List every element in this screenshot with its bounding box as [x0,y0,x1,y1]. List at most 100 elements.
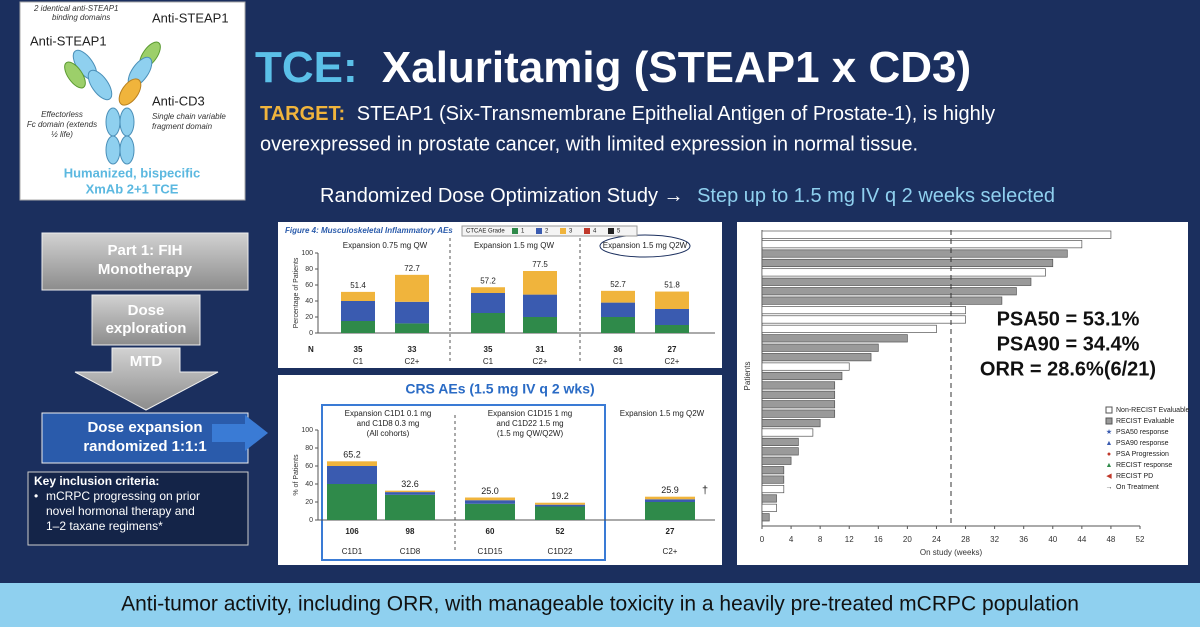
title-prefix: TCE: [255,43,358,92]
right-arrow [212,415,268,451]
x-tick-label: C1 [613,357,624,366]
y-tick-label: 80 [305,445,313,452]
study-line: Randomized Dose Optimization Study → Ste… [320,185,1055,207]
group-label: Expansion C1D15 1 mg [488,409,573,418]
chart-title: CRS AEs (1.5 mg IV q 2 wks) [405,381,594,397]
note: binding domains [52,13,110,22]
highlight-ellipse [599,234,691,258]
highlight-box [321,404,606,561]
patient-bar [761,447,799,456]
y-axis-label: Percentage of Patients [293,257,300,328]
x-tick-label: 44 [1077,535,1086,544]
patient-bar [761,390,836,399]
n-label: 35 [484,345,493,354]
y-axis-label: Patients [743,362,752,391]
total-label: 51.4 [350,281,366,290]
x-tick-label: 0 [760,535,765,544]
legend-label: Non-RECIST Evaluable [1116,407,1190,414]
legend-label: PSA Progression [1116,451,1169,458]
x-tick-label: C2+ [405,357,420,366]
y-tick-label: 40 [305,481,313,488]
legend-label: PSA50 response [1116,429,1169,436]
legend-label: RECIST Evaluable [1116,418,1174,425]
legend-swatch [1105,417,1113,425]
patient-bar [761,381,836,390]
x-tick-label: C1D22 [548,547,573,556]
patient-bar [761,466,785,475]
patient-bar [761,419,821,428]
group-label: Expansion 1.5 mg QW [474,241,554,250]
y-tick-label: 40 [305,298,313,305]
note: Single chain variable [152,112,226,121]
legend-swatch [512,228,518,234]
y-tick-label: 20 [305,499,313,506]
legend-swatch [1105,406,1113,414]
mtd-text: MTD [130,353,163,370]
legend-symbol: ▲ [1106,462,1113,469]
legend-title: CTCAE Grade [466,229,505,235]
patient-bar [761,409,836,418]
patient-bar [761,456,792,465]
legend-label: RECIST response [1116,462,1172,469]
bar-segment [465,500,515,504]
study-highlight: Step up to 1.5 mg IV q 2 weeks selected [697,185,1055,207]
total-label: 57.2 [480,276,496,285]
patient-bar [761,513,770,522]
patient-bar [761,494,777,503]
study-text: Randomized Dose Optimization Study → [320,185,684,207]
y-axis-label: % of Patients [293,454,300,496]
label: Anti-CD3 [152,93,205,108]
bar-segment [655,309,689,325]
group-label: (1.5 mg QW/Q2W) [497,429,564,438]
bar-segment [327,466,377,484]
label: Anti-STEAP1 [152,10,229,25]
legend-box [461,225,638,237]
note: 2 identical anti-STEAP1 [33,4,119,13]
bar-segment [395,301,429,324]
target-label: TARGET: [260,103,345,125]
legend-symbol: ● [1107,451,1111,458]
bar-segment [523,317,557,333]
note: fragment domain [152,122,213,131]
total-label: 32.6 [401,479,419,489]
legend-label: RECIST PD [1116,473,1153,480]
bar-segment [471,287,505,293]
total-label: 72.7 [404,264,420,273]
group-label: and C1D22 1.5 mg [496,419,563,428]
x-tick-label: 36 [1019,535,1028,544]
criteria-box [27,471,249,546]
patient-bar [761,334,908,343]
bar-segment [341,301,375,321]
total-label: 65.2 [343,450,361,460]
bar-segment [465,503,515,520]
group-label: and C1D8 0.3 mg [357,419,420,428]
legend-symbol: ▲ [1106,440,1113,447]
y-tick-label: 80 [305,266,313,273]
group-label: Expansion 1.5 mg Q2W [603,241,688,250]
exploration-text: exploration [106,320,187,337]
bar-segment [601,317,635,333]
note: ½ life) [51,130,73,139]
patient-bar [761,277,1032,286]
bar-segment [465,497,515,501]
bar-segment [341,321,375,333]
y-tick-label: 0 [309,517,313,524]
caption: Humanized, bispecific [64,165,201,180]
patient-bar [761,240,1083,249]
x-tick-label: 16 [874,535,883,544]
group-label: Expansion C1D1 0.1 mg [345,409,432,418]
total-label: 25.0 [481,486,499,496]
label: Anti-STEAP1 [30,33,107,48]
patient-bar [761,475,785,484]
patient-bar [761,268,1046,277]
part1-box [41,232,249,291]
patient-bar [761,306,966,315]
x-axis-label: On study (weeks) [920,548,983,557]
x-tick-label: 4 [789,535,794,544]
title: TCE: Xaluritamig (STEAP1 x CD3) [255,43,971,92]
x-tick-label: C1D1 [342,547,363,556]
patient-bar [761,362,850,371]
y-tick-label: 100 [301,427,313,434]
x-tick-label: C1 [353,357,364,366]
